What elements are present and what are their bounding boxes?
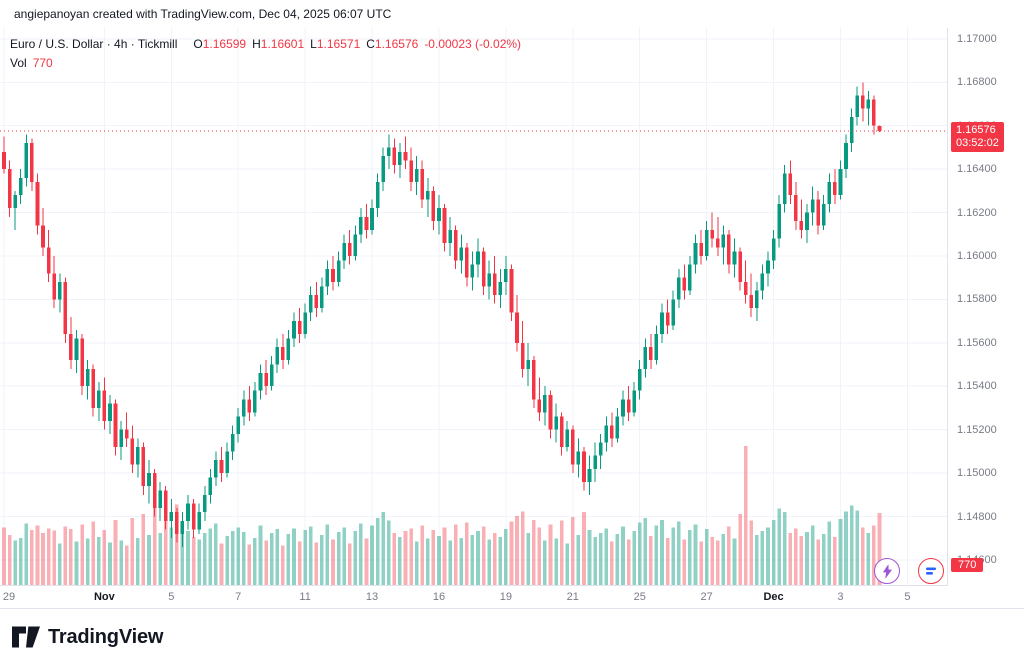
volume-value: 770: [32, 56, 53, 70]
low-label: L: [310, 37, 317, 51]
time-axis-label: 27: [700, 591, 713, 603]
time-axis-label: 5: [904, 591, 911, 603]
volume-label[interactable]: Vol: [10, 56, 27, 70]
footer: TradingView: [0, 609, 1024, 665]
time-axis-label: 19: [499, 591, 512, 603]
price-axis-label: 1.16000: [957, 249, 997, 262]
price-axis-label: 1.16200: [957, 206, 997, 219]
chart-legend: Euro / U.S. Dollar · 4h · Tickmill O1.165…: [10, 36, 521, 72]
volume-badge: 770: [951, 558, 984, 572]
time-axis-label: Nov: [93, 591, 115, 603]
current-price-text: 1.16576: [956, 123, 996, 136]
price-axis-label: 1.17000: [957, 32, 997, 45]
price-axis[interactable]: 1.16576 03:52:02 770 1.170001.168001.166…: [947, 28, 1024, 586]
social-icon: [926, 567, 936, 575]
price-axis-label: 1.15600: [957, 336, 997, 349]
symbol-title[interactable]: Euro / U.S. Dollar · 4h · Tickmill: [10, 37, 178, 51]
high-label: H: [252, 37, 261, 51]
current-price-badge: 1.16576 03:52:02: [951, 121, 1004, 152]
candlestick-chart[interactable]: [0, 28, 948, 586]
high-value: 1.16601: [260, 37, 305, 51]
time-axis-label: 13: [365, 591, 379, 603]
price-axis-label: 1.15800: [957, 293, 997, 306]
time-axis-label: 7: [235, 591, 242, 603]
change-value: -0.00023 (-0.02%): [424, 37, 522, 51]
price-axis-label: 1.15400: [957, 380, 997, 393]
close-value: 1.16576: [374, 37, 419, 51]
time-axis-label: 29: [2, 591, 16, 603]
chart-area: Euro / U.S. Dollar · 4h · Tickmill O1.165…: [0, 28, 1024, 609]
boost-button[interactable]: [874, 558, 900, 584]
price-axis-label: 1.15000: [957, 467, 997, 480]
social-button[interactable]: [918, 558, 944, 584]
attribution-bar: angiepanoyan created with TradingView.co…: [0, 0, 1024, 28]
price-axis-label: 1.16400: [957, 163, 997, 176]
time-axis-label: 5: [168, 591, 175, 603]
lightning-icon: [882, 563, 892, 579]
open-value: 1.16599: [202, 37, 247, 51]
tradingview-logo: [12, 626, 40, 648]
close-label: C: [366, 37, 375, 51]
time-axis-label: 21: [566, 591, 579, 603]
price-axis-label: 1.15200: [957, 423, 997, 436]
time-axis-label: Dec: [763, 591, 784, 603]
time-axis-label: 11: [299, 591, 311, 603]
time-axis-label: 25: [633, 591, 646, 603]
price-axis-label: 1.14800: [957, 510, 997, 523]
tradingview-wordmark: TradingView: [48, 625, 164, 648]
low-value: 1.16571: [316, 37, 361, 51]
open-label: O: [193, 37, 203, 51]
price-axis-label: 1.16800: [957, 76, 997, 89]
bar-countdown: 03:52:02: [956, 136, 999, 149]
chart-plot[interactable]: [0, 28, 948, 586]
time-axis-label: 16: [432, 591, 446, 603]
time-axis-label: 3: [837, 591, 844, 603]
attribution-text: angiepanoyan created with TradingView.co…: [14, 7, 392, 21]
time-axis[interactable]: 29 Nov 5 7 11 13 16 19 21 25 27 Dec 3 5: [0, 585, 948, 608]
